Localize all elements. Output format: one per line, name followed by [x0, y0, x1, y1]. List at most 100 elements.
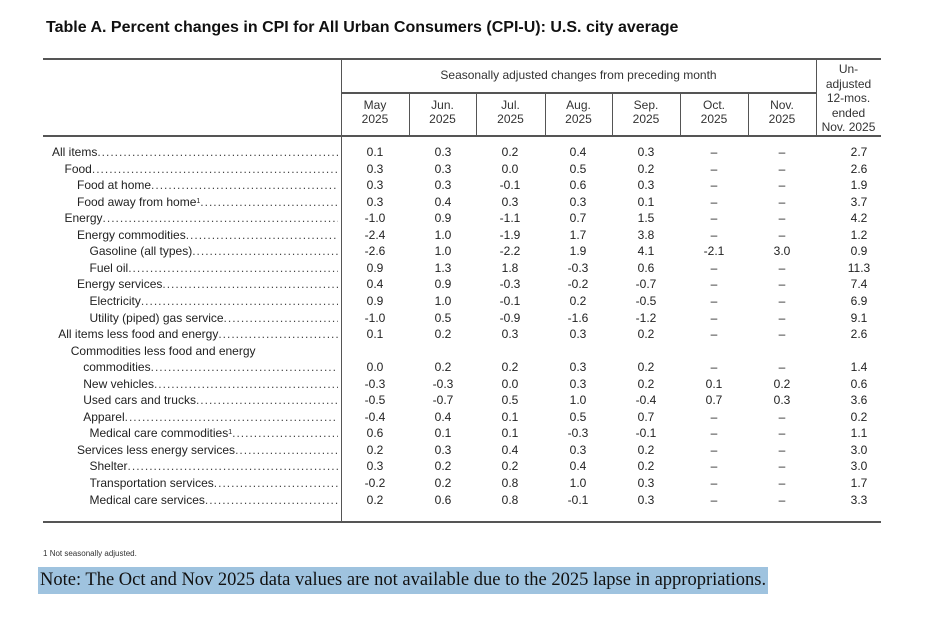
row-label: Electricity [90, 293, 339, 309]
month-header: Aug. 2025 [545, 98, 612, 126]
value-cell: 1.0 [569, 476, 587, 490]
dot-leader [196, 392, 338, 408]
row-label-text: Food at home [77, 178, 152, 193]
footnote-text: Not seasonally adjusted. [49, 549, 137, 558]
value-cell: – [778, 459, 786, 474]
row-label: All items [52, 144, 338, 160]
value-cell: – [710, 260, 718, 275]
row-label-text: Services less energy services [77, 442, 236, 457]
value-cell: 0.3 [501, 194, 519, 209]
value-cell: 0.3 [569, 327, 587, 342]
table-row: Electricity 0.9 1.0 -0.1 0.2 -0.5 – – 6.9 [0, 293, 934, 309]
value-cell: 0.2 [637, 360, 655, 375]
row-label: Gasoline (all types) [90, 243, 339, 259]
row-label-text: Energy commodities [77, 227, 186, 242]
value-cell: 0.0 [501, 161, 519, 176]
row-label-text: All items less food and energy [58, 327, 219, 342]
value-cell: – [710, 492, 718, 507]
value-cell: 0.2 [850, 409, 868, 424]
month-header-line: Nov. [770, 98, 794, 112]
month-header-line: Jul. [501, 98, 520, 112]
value-cell: – [778, 227, 786, 242]
table-row: Energy commodities -2.4 1.0 -1.9 1.7 3.8 – – 1.2 [0, 227, 934, 243]
value-cell: 0.2 [501, 145, 519, 159]
column-divider [409, 92, 411, 135]
value-cell: – [778, 327, 786, 342]
value-cell: 0.9 [366, 260, 384, 275]
row-label: New vehicles [83, 376, 338, 392]
row-label: Apparel [83, 409, 338, 425]
unadjusted-header-line: 12-mos. [826, 91, 871, 105]
value-cell: 0.6 [637, 260, 655, 275]
value-cell: 0.3 [434, 178, 452, 193]
row-label: Transportation services [90, 475, 339, 491]
value-cell: -0.1 [499, 178, 521, 193]
value-cell: 0.1 [366, 327, 384, 342]
month-header-line: Sep. [633, 98, 659, 112]
value-cell: – [778, 277, 786, 292]
value-cell: -0.3 [499, 277, 521, 292]
value-cell: 4.1 [637, 244, 655, 259]
row-label-text: Shelter [89, 459, 128, 474]
value-cell: 1.7 [850, 476, 868, 490]
value-cell: -1.1 [499, 211, 521, 226]
row-label-text: Commodities less food and energy [70, 343, 256, 358]
value-cell: 1.2 [850, 227, 868, 242]
value-cell: 3.7 [850, 194, 868, 209]
column-divider [341, 58, 343, 521]
value-cell: 0.3 [637, 178, 655, 193]
value-cell: 1.0 [569, 393, 587, 408]
row-label-text: Food away from home [77, 194, 197, 209]
value-cell: 0.2 [637, 442, 655, 457]
value-cell: 0.2 [434, 476, 452, 490]
row-label-text: Utility (piped) gas service [89, 310, 224, 325]
value-cell: 0.7 [637, 409, 655, 424]
month-header: Jul. 2025 [476, 98, 545, 126]
value-cell: -1.2 [635, 310, 657, 325]
value-cell: 2.6 [850, 327, 868, 342]
column-divider [816, 58, 818, 135]
row-label-text: Energy services [77, 277, 163, 292]
value-cell: 0.2 [434, 459, 452, 474]
value-cell: 0.7 [569, 211, 587, 226]
value-cell: -0.9 [499, 310, 521, 325]
dot-leader [125, 409, 338, 425]
value-cell: -2.4 [364, 227, 386, 242]
value-cell: 0.2 [501, 459, 519, 474]
row-label-text: commodities [83, 360, 151, 375]
table-row: Services less energy services 0.2 0.3 0.4 0.… [0, 442, 934, 458]
value-cell: 0.3 [569, 360, 587, 375]
value-cell: -1.0 [364, 310, 386, 325]
dot-leader [151, 359, 338, 375]
value-cell: 11.3 [847, 260, 871, 275]
table-title: Table A. Percent changes in CPI for All … [46, 19, 679, 36]
row-label: Energy commodities [77, 227, 338, 243]
value-cell: 3.6 [850, 393, 868, 408]
row-label: Medical care services [90, 492, 339, 508]
value-cell: -1.6 [567, 310, 589, 325]
value-cell: 0.6 [850, 376, 868, 391]
column-divider [476, 92, 478, 135]
value-cell: – [710, 178, 718, 193]
row-label-text: Medical care services [89, 492, 205, 507]
unadjusted-header-line: ended [831, 105, 866, 120]
dot-leader [205, 492, 338, 508]
table-row: Gasoline (all types) -2.6 1.0 -2.2 1.9 4.1 -2.… [0, 243, 934, 259]
value-cell: -2.2 [499, 244, 521, 259]
value-cell: – [778, 293, 786, 308]
column-divider [748, 92, 750, 135]
month-header-line: 2025 [565, 112, 592, 126]
value-cell: – [778, 409, 786, 424]
value-cell: -0.1 [567, 492, 589, 507]
value-cell: -0.4 [635, 393, 657, 408]
row-label-text: Medical care commodities [89, 426, 229, 441]
value-cell: 1.7 [569, 227, 587, 242]
value-cell: 0.6 [569, 178, 587, 193]
value-cell: – [778, 476, 786, 490]
dot-leader [200, 194, 338, 210]
row-label-text: Food [64, 161, 92, 176]
value-cell: 1.0 [434, 244, 452, 259]
value-cell: 0.1 [501, 426, 519, 441]
value-cell: 3.0 [850, 442, 868, 457]
